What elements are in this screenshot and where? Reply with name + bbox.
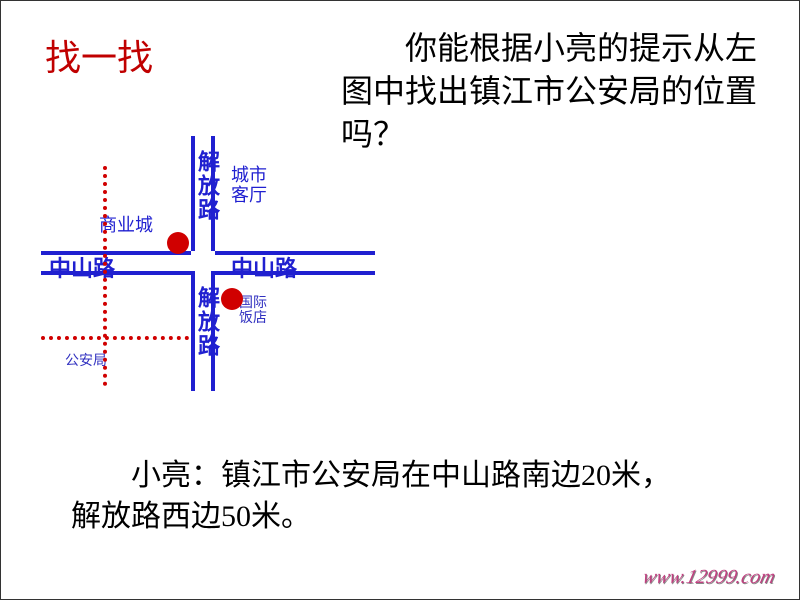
dotted-line-horizontal — [41, 336, 189, 340]
street-map: 解放路 解放路 中山路 中山路 商业城 城市 客厅 国际 饭店 公安局 — [41, 136, 371, 426]
poi-keting-line2: 客厅 — [231, 186, 267, 206]
slide-title: 找一找 — [45, 29, 153, 81]
dotted-line-vertical — [103, 166, 107, 386]
watermark: www.12999.com — [640, 566, 778, 589]
poi-gonganju: 公安局 — [65, 354, 107, 369]
jiefang-label-bottom: 解放路 — [191, 286, 223, 358]
question-text: 你能根据小亮的提示从左图中找出镇江市公安局的位置吗？ — [341, 27, 761, 157]
zhongshan-label-right: 中山路 — [231, 251, 297, 283]
poi-fandian: 国际 饭店 — [239, 296, 267, 327]
poi-fandian-line2: 饭店 — [239, 311, 267, 326]
marker-shangyecheng — [167, 232, 189, 254]
jiefang-label-top: 解放路 — [191, 150, 223, 222]
poi-shangyecheng: 商业城 — [99, 216, 153, 236]
hint-text: 小亮：镇江市公安局在中山路南边20米，解放路西边50米。 — [71, 456, 691, 537]
intersection — [191, 251, 215, 275]
poi-keting-line1: 城市 — [231, 166, 267, 186]
poi-fandian-line1: 国际 — [239, 296, 267, 311]
marker-fandian — [221, 288, 243, 310]
poi-keting: 城市 客厅 — [231, 166, 267, 206]
